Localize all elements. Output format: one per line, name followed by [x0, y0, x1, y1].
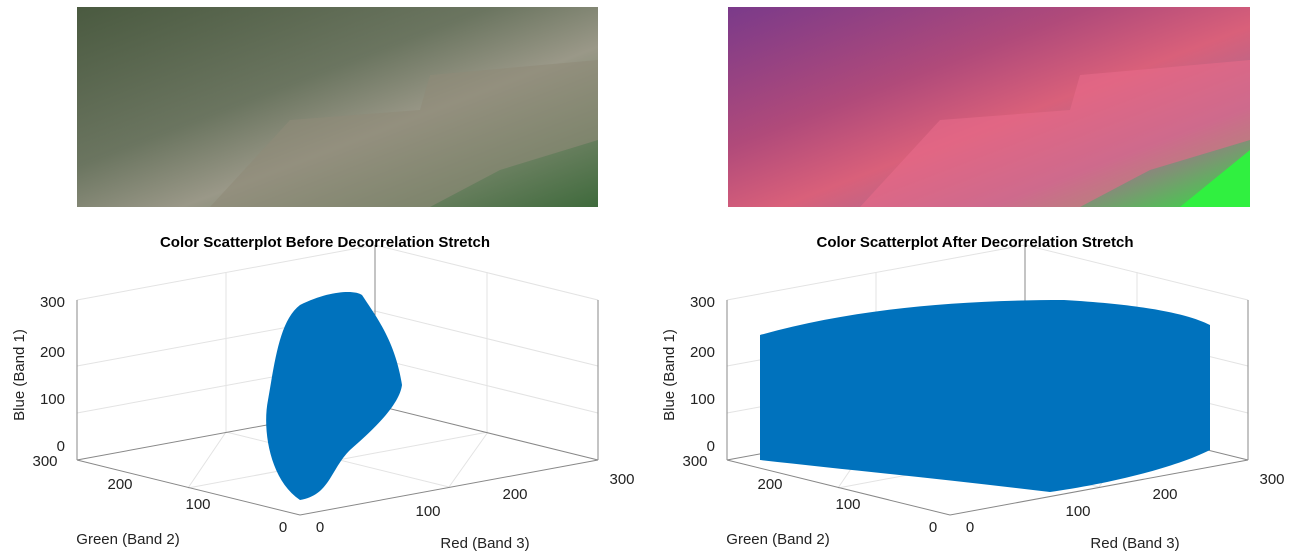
y-tick-label: 0	[929, 519, 937, 536]
x-tick-label: 100	[1065, 503, 1090, 520]
y-tick-label: 100	[185, 496, 210, 513]
point-cloud	[760, 300, 1210, 492]
z-tick-label: 300	[690, 294, 715, 311]
z-tick-label: 0	[707, 438, 715, 455]
z-tick-label: 200	[690, 344, 715, 361]
x-axis-label: Red (Band 3)	[440, 535, 529, 552]
panel-title: Color Scatterplot After Decorrelation St…	[817, 234, 1134, 251]
z-tick-label: 200	[40, 344, 65, 361]
figure: Color Scatterplot Before Decorrelation S…	[0, 0, 1301, 555]
y-tick-label: 0	[279, 519, 287, 536]
x-tick-label: 0	[316, 519, 324, 536]
panel-title: Color Scatterplot Before Decorrelation S…	[160, 234, 490, 251]
x-tick-label: 200	[502, 486, 527, 503]
x-tick-label: 200	[1152, 486, 1177, 503]
z-tick-label: 100	[690, 391, 715, 408]
y-tick-label: 200	[107, 476, 132, 493]
x-tick-label: 300	[609, 471, 634, 488]
z-tick-label: 100	[40, 391, 65, 408]
y-tick-label: 100	[835, 496, 860, 513]
z-tick-label: 300	[40, 294, 65, 311]
scatter-panel: Color Scatterplot After Decorrelation St…	[661, 234, 1285, 552]
z-axis-label: Blue (Band 1)	[11, 329, 28, 421]
x-tick-label: 300	[1259, 471, 1284, 488]
y-axis-label: Green (Band 2)	[76, 531, 179, 548]
x-tick-label: 100	[415, 503, 440, 520]
z-axis-label: Blue (Band 1)	[661, 329, 678, 421]
scatter-panel: Color Scatterplot Before Decorrelation S…	[11, 234, 635, 552]
y-axis-label: Green (Band 2)	[726, 531, 829, 548]
z-tick-label: 0	[57, 438, 65, 455]
point-cloud	[266, 292, 402, 500]
x-tick-label: 0	[966, 519, 974, 536]
y-tick-label: 300	[32, 453, 57, 470]
x-axis-label: Red (Band 3)	[1090, 535, 1179, 552]
y-tick-label: 200	[757, 476, 782, 493]
y-tick-label: 300	[682, 453, 707, 470]
